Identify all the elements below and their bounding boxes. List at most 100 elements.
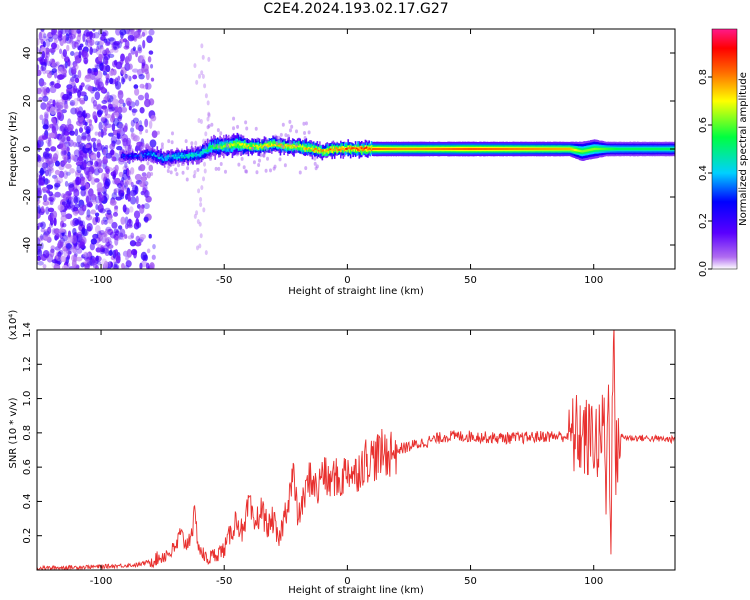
- noise-speckle: [122, 137, 128, 147]
- ridge-cell: [597, 147, 600, 151]
- noise-speckle: [114, 237, 119, 246]
- ridge-cell: [184, 154, 187, 159]
- ridge-cell: [144, 153, 146, 156]
- ridge-cell: [123, 153, 125, 158]
- noise-speckle: [90, 238, 97, 245]
- ridge-cell: [432, 148, 434, 150]
- ridge-cell: [263, 144, 266, 146]
- ridge-halo: [206, 125, 210, 130]
- noise-speckle: [72, 232, 78, 242]
- ridge-cell: [243, 143, 246, 149]
- noise-speckle: [37, 154, 42, 163]
- noise-speckle: [198, 221, 202, 227]
- ridge-cell: [480, 148, 483, 150]
- noise-speckle: [122, 172, 128, 181]
- noise-speckle: [102, 50, 107, 55]
- noise-speckle: [96, 103, 102, 111]
- noise-speckle: [103, 236, 109, 244]
- ridge-cell: [121, 154, 124, 156]
- noise-speckle: [38, 96, 43, 102]
- noise-speckle: [58, 228, 66, 233]
- ridge-cell: [506, 148, 508, 150]
- noise-speckle: [74, 128, 79, 137]
- noise-speckle: [120, 185, 125, 194]
- noise-speckle: [97, 167, 104, 174]
- ridge-cell: [625, 148, 628, 150]
- noise-speckle: [69, 168, 75, 174]
- ridge-cell: [188, 155, 191, 158]
- ridge-cell: [489, 148, 491, 150]
- noise-speckle: [65, 248, 73, 255]
- noise-speckle: [132, 135, 140, 142]
- ridge-cell: [269, 145, 272, 147]
- noise-speckle: [89, 31, 93, 40]
- noise-speckle: [139, 233, 147, 240]
- noise-speckle: [133, 84, 139, 90]
- ridge-cell: [549, 148, 552, 150]
- noise-speckle: [135, 121, 140, 130]
- ridge-cell: [211, 145, 214, 148]
- ridge-cell: [374, 148, 377, 150]
- noise-speckle: [199, 233, 203, 239]
- ridge-cell: [562, 148, 565, 150]
- ridge-cell: [367, 148, 369, 151]
- noise-speckle: [206, 100, 210, 106]
- ridge-cell: [456, 148, 459, 150]
- ridge-cell: [541, 148, 544, 150]
- ridge-cell: [592, 148, 595, 151]
- ridge-cell: [569, 148, 571, 150]
- ridge-cell: [415, 148, 417, 150]
- noise-speckle: [73, 188, 80, 198]
- ridge-halo: [232, 126, 236, 131]
- ridge-halo: [259, 153, 263, 158]
- noise-speckle: [41, 135, 49, 140]
- ridge-cell: [667, 148, 670, 150]
- snr-xtick-label: 100: [584, 576, 603, 587]
- ridge-cell: [335, 147, 337, 149]
- noise-speckle: [130, 127, 135, 133]
- noise-speckle: [114, 80, 122, 90]
- ridge-cell: [305, 147, 308, 150]
- ridge-cell: [491, 148, 494, 150]
- noise-speckle: [111, 106, 118, 113]
- noise-speckle: [103, 126, 108, 132]
- noise-speckle: [132, 46, 136, 52]
- spectrogram-panel: -100 -50 0 50 100 -40 -20 0 20 40 Height of strai…: [8, 28, 676, 297]
- noise-speckle: [96, 104, 103, 112]
- noise-speckle: [52, 153, 59, 162]
- noise-speckle: [121, 76, 125, 85]
- ridge-cell: [582, 149, 585, 153]
- noise-speckle: [111, 112, 115, 122]
- noise-speckle: [134, 88, 140, 96]
- ridge-cell: [530, 148, 533, 150]
- noise-speckle: [96, 182, 104, 191]
- ridge-cell: [135, 154, 138, 157]
- snr-ytick-label: 0.4: [22, 493, 33, 509]
- ridge-cell: [599, 147, 602, 151]
- ridge-cell: [323, 148, 326, 152]
- ridge-cell: [555, 148, 558, 150]
- noise-speckle: [198, 73, 202, 79]
- noise-speckle: [198, 243, 202, 249]
- noise-speckle: [128, 63, 133, 70]
- noise-speckle: [127, 34, 135, 42]
- ridge-cell: [626, 148, 629, 150]
- noise-speckle: [75, 161, 82, 166]
- noise-speckle: [94, 40, 100, 46]
- colorbar-tick-label: 0.4: [698, 165, 709, 181]
- ridge-cell: [668, 148, 671, 150]
- noise-speckle: [90, 154, 97, 160]
- ridge-halo: [263, 150, 267, 155]
- noise-speckle: [64, 61, 68, 69]
- noise-speckle: [146, 35, 153, 44]
- noise-speckle: [94, 131, 99, 136]
- ridge-cell: [241, 142, 244, 149]
- ridge-cell: [247, 144, 250, 147]
- ridge-cell: [440, 148, 443, 150]
- noise-speckle: [102, 55, 109, 65]
- noise-speckle: [132, 117, 140, 124]
- ridge-cell: [364, 147, 367, 149]
- noise-speckle: [74, 219, 82, 226]
- noise-speckle: [78, 120, 84, 128]
- ridge-cell: [279, 143, 282, 146]
